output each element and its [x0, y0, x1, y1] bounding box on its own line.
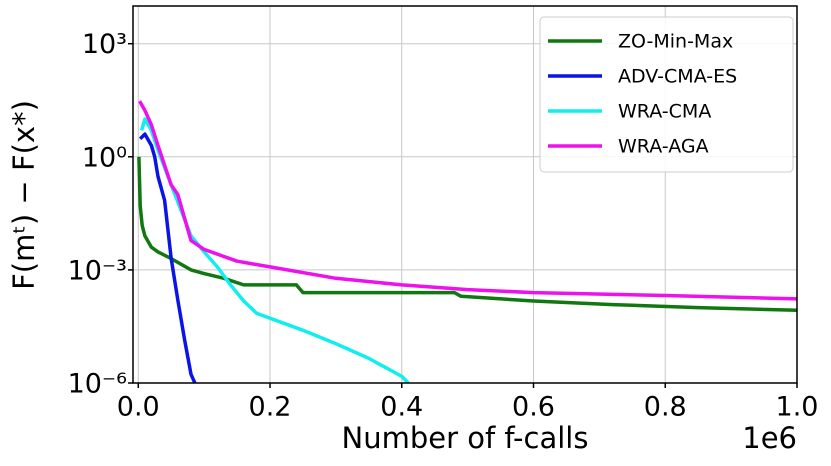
legend-box: [539, 16, 794, 173]
x-axis-label: Number of f-calls: [342, 421, 589, 455]
legend-label: WRA-CMA: [618, 101, 711, 123]
series-line: [138, 100, 797, 301]
legend-label: ADV-CMA-ES: [618, 66, 737, 88]
x-tick-label: 0.2: [249, 392, 292, 423]
x-tick-label: 0.0: [117, 392, 160, 423]
y-tick-label: 10⁻⁶: [68, 369, 127, 400]
legend-label: ZO-Min-Max: [618, 31, 733, 53]
series-line: [139, 117, 410, 383]
x-tick-label: 1.0: [776, 392, 819, 423]
y-axis-label: F(mᵗ) − F(x*): [7, 100, 41, 290]
y-tick-label: 10³: [82, 29, 127, 60]
x-tick-label: 0.8: [644, 392, 687, 423]
series-line: [138, 132, 197, 383]
x-tick-label: 0.4: [380, 392, 423, 423]
x-offset-label: 1e6: [742, 421, 797, 455]
legend-label: WRA-AGA: [618, 136, 709, 158]
y-tick-label: 10⁻³: [68, 255, 127, 286]
plot-frame: [132, 5, 798, 384]
x-tick-label: 0.6: [512, 392, 555, 423]
y-tick-label: 10⁰: [82, 142, 127, 173]
series-line: [137, 156, 797, 313]
